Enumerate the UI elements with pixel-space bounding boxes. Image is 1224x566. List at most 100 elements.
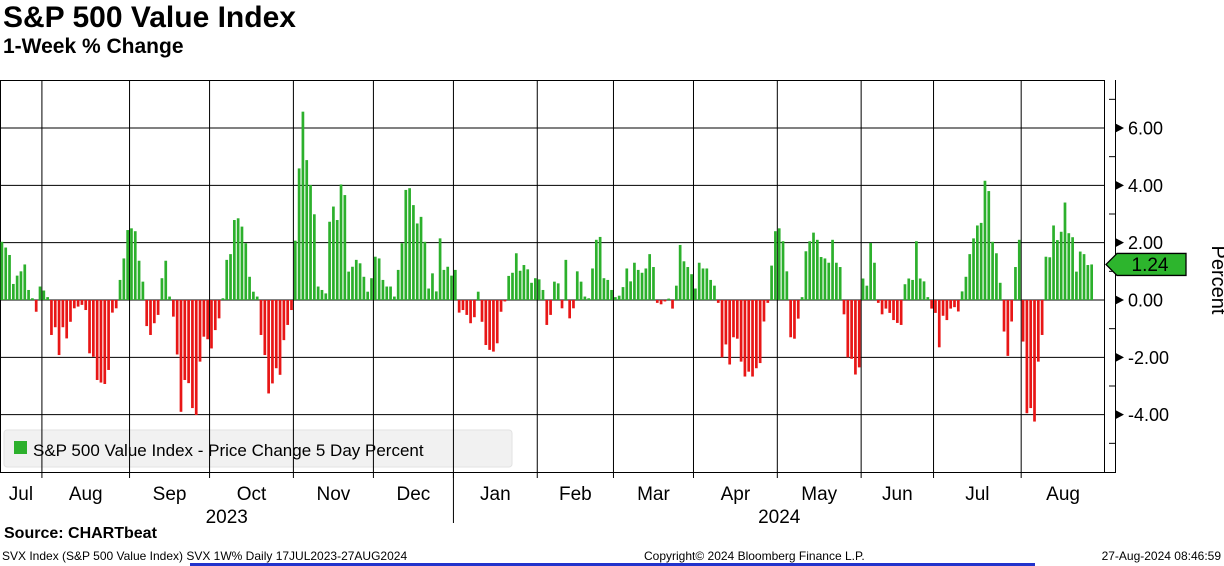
bar [838,267,842,300]
bar [191,300,194,409]
bar [667,298,671,300]
bar [522,265,526,300]
bar [1014,267,1017,300]
bar [819,257,823,300]
legend-box [3,429,513,468]
bar [419,216,423,300]
y-tick-label: 0.00 [1128,291,1163,311]
bar [152,300,156,324]
bar [686,267,690,300]
bar [480,300,484,322]
bar [739,300,743,362]
bar [530,282,533,300]
bar [210,300,213,349]
bar [1067,233,1071,300]
bar [842,300,846,315]
bar [252,291,255,300]
bar [351,266,354,300]
bar [1059,231,1063,300]
bar [888,300,892,313]
bar [84,300,88,311]
bar [636,269,640,300]
bar [156,300,160,315]
bar [309,185,312,300]
bar [1036,300,1040,362]
bar [316,286,320,300]
bar [934,300,937,313]
bar [831,239,834,300]
bar [259,300,263,335]
bar [290,300,293,311]
bar [99,300,103,383]
bar [625,268,629,300]
month-label: Jan [480,484,511,505]
bar [404,189,408,300]
bar [903,284,907,300]
bar [267,300,270,394]
month-label: Jul [965,484,989,505]
last-price-flag-icon [1105,252,1187,277]
bar [450,275,453,300]
bar [381,279,385,300]
bar [972,238,975,300]
bar [1048,257,1052,300]
bar [396,269,400,300]
bar [735,300,739,339]
month-label: Jul [9,484,33,505]
bar [998,282,1002,300]
bar [339,184,343,300]
y-tick-label: -2.00 [1128,348,1169,368]
bar [423,241,427,300]
bar [377,258,381,300]
bar [633,262,636,300]
bar [118,279,122,300]
bar [930,300,933,309]
month-label: May [801,484,837,505]
bar [343,195,347,300]
bar [591,268,594,300]
bar [511,272,514,300]
month-label: Sep [153,484,187,505]
bar [812,232,815,300]
bar [560,300,564,309]
bar [476,291,480,300]
bar [762,300,766,322]
bar [385,286,389,300]
bar [31,298,34,300]
tick-arrow-icon [1115,123,1124,133]
bar [880,300,884,315]
bar [720,300,724,358]
bar [678,244,682,300]
bar [282,300,286,341]
bar [602,278,606,300]
bar [937,300,941,348]
bar [15,275,19,300]
y-tick-label: -4.00 [1128,405,1169,425]
bar [968,254,972,300]
bar [781,241,785,300]
bar [545,300,549,325]
bar [240,226,244,300]
bar [53,300,57,328]
bar [263,300,267,356]
bar [1078,251,1082,300]
bar [168,296,171,300]
bar [457,300,461,313]
price-change-bars [0,111,1094,422]
bar [572,300,575,309]
bar [92,300,95,357]
bar [873,262,876,300]
month-label: Feb [559,484,592,505]
bar [964,276,968,300]
bar [876,300,880,303]
bar [553,281,556,300]
bar [23,264,27,300]
bar [594,239,598,300]
bar [800,297,804,300]
tick-arrow-icon [1115,180,1124,190]
bar [789,300,792,338]
y-axis-title: Percent [1207,246,1224,315]
price-change-bar-chart: S&P 500 Value Index - Price Change 5 Day… [0,80,1224,530]
bar [617,295,621,300]
bar [320,289,324,300]
